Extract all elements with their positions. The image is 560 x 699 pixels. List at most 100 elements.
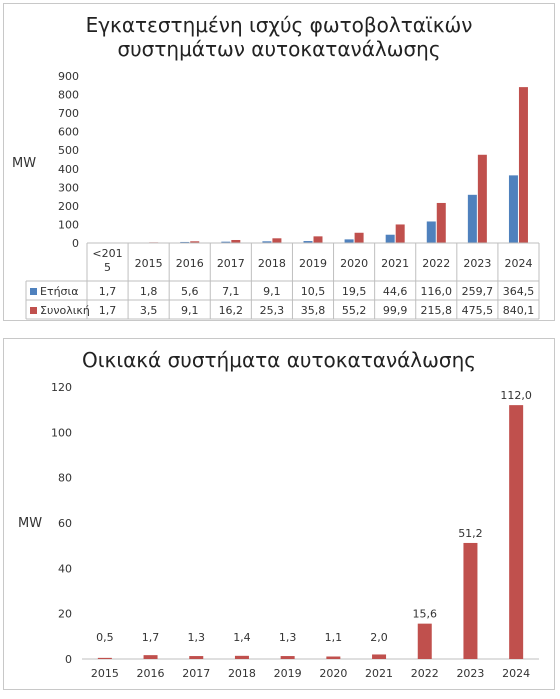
data-table-value: 35,8 bbox=[301, 304, 326, 317]
chart-title: Οικιακά συστήματα αυτοκατανάλωσης bbox=[82, 348, 476, 372]
chart-title: Εγκατεστημένη ισχύς φωτοβολταϊκών συστημ… bbox=[4, 13, 554, 61]
y-tick-label: 300 bbox=[58, 181, 79, 194]
bar bbox=[463, 542, 478, 659]
x-tick-label: 2024 bbox=[502, 667, 530, 680]
data-label: 1,3 bbox=[188, 631, 206, 644]
x-category-label: 2024 bbox=[504, 257, 532, 270]
x-category-label: 2019 bbox=[299, 257, 327, 270]
y-tick-label: 800 bbox=[58, 89, 79, 102]
data-label: 1,1 bbox=[325, 631, 343, 644]
bar-cumulative bbox=[190, 241, 200, 243]
bar-cumulative bbox=[231, 239, 241, 243]
chart-2-plot: MW 0 20 40 60 80 100 120 0,5 2015 1,7 2016 1,3 2017 1,… bbox=[18, 381, 539, 680]
y-tick-label: 20 bbox=[58, 608, 72, 621]
y-tick-label: 400 bbox=[58, 163, 79, 176]
data-table-value: 9,1 bbox=[181, 304, 199, 317]
y-tick-label: 0 bbox=[65, 653, 72, 666]
bar bbox=[372, 654, 387, 659]
y-tick-label: 0 bbox=[72, 237, 79, 250]
x-tick-label: 2016 bbox=[137, 667, 165, 680]
y-tick-label: 600 bbox=[58, 126, 79, 139]
data-table-value: 840,1 bbox=[503, 304, 535, 317]
data-table-value: 55,2 bbox=[342, 304, 367, 317]
bar-cumulative bbox=[354, 232, 364, 243]
bar bbox=[97, 657, 112, 659]
bar-annual bbox=[303, 241, 313, 243]
y-tick-label: 40 bbox=[58, 562, 72, 575]
bar bbox=[326, 656, 341, 659]
bar-annual bbox=[426, 221, 436, 243]
y-tick-label: 100 bbox=[58, 218, 79, 231]
x-tick-label: 2022 bbox=[411, 667, 439, 680]
data-label: 2,0 bbox=[370, 631, 388, 644]
bar bbox=[280, 656, 295, 659]
bar-annual bbox=[467, 194, 477, 243]
data-label: 15,6 bbox=[413, 608, 438, 621]
legend-label: Συνολική bbox=[40, 304, 90, 317]
data-table-value: 215,8 bbox=[421, 304, 453, 317]
y-tick-label: 100 bbox=[51, 426, 72, 439]
data-table-value: 10,5 bbox=[301, 285, 326, 298]
bar bbox=[417, 623, 432, 659]
bar bbox=[234, 655, 249, 659]
bar-cumulative bbox=[395, 224, 405, 243]
bar-annual bbox=[344, 239, 354, 243]
x-category-label: 2022 bbox=[422, 257, 450, 270]
chart-panel-installed-capacity: Εγκατεστημένη ισχύς φωτοβολταϊκών συστημ… bbox=[3, 3, 555, 321]
y-axis-label: MW bbox=[18, 516, 42, 531]
x-tick-label: 2018 bbox=[228, 667, 256, 680]
x-tick-label: 2020 bbox=[319, 667, 347, 680]
y-tick-label: 120 bbox=[51, 381, 72, 394]
bar-annual bbox=[385, 234, 395, 243]
legend-label: Ετήσια bbox=[40, 285, 79, 298]
x-category-label: 5 bbox=[104, 261, 111, 274]
bar-cumulative bbox=[518, 87, 528, 243]
data-table-value: 25,3 bbox=[260, 304, 285, 317]
data-table-value: 1,7 bbox=[99, 304, 117, 317]
data-table-value: 3,5 bbox=[140, 304, 158, 317]
bar-annual bbox=[508, 175, 518, 243]
x-category-label: 2018 bbox=[258, 257, 286, 270]
data-table-value: 19,5 bbox=[342, 285, 367, 298]
data-table-value: 7,1 bbox=[222, 285, 240, 298]
x-category-label: 2023 bbox=[463, 257, 491, 270]
data-table-value: 364,5 bbox=[503, 285, 535, 298]
bar bbox=[143, 655, 158, 659]
bar-annual bbox=[262, 241, 272, 243]
x-category-label: 2021 bbox=[381, 257, 409, 270]
bar-cumulative bbox=[272, 238, 282, 243]
bar bbox=[509, 405, 524, 659]
bar-cumulative bbox=[313, 236, 323, 243]
y-tick-label: 900 bbox=[58, 70, 79, 83]
data-label: 112,0 bbox=[500, 389, 532, 402]
legend-swatch-annual bbox=[30, 288, 37, 295]
x-category-label: 2016 bbox=[176, 257, 204, 270]
x-category-label: <201 bbox=[92, 247, 122, 260]
data-table-value: 475,5 bbox=[462, 304, 494, 317]
x-category-label: 2017 bbox=[217, 257, 245, 270]
y-tick-label: 500 bbox=[58, 144, 79, 157]
y-tick-label: 200 bbox=[58, 200, 79, 213]
data-label: 51,2 bbox=[458, 527, 483, 540]
x-tick-label: 2017 bbox=[182, 667, 210, 680]
bar bbox=[189, 656, 204, 659]
data-table-value: 44,6 bbox=[383, 285, 408, 298]
y-tick-label: 60 bbox=[58, 517, 72, 530]
x-category-label: 2015 bbox=[135, 257, 163, 270]
data-table-value: 9,1 bbox=[263, 285, 281, 298]
x-category-label: 2020 bbox=[340, 257, 368, 270]
data-table-value: 259,7 bbox=[462, 285, 494, 298]
x-tick-label: 2023 bbox=[456, 667, 484, 680]
data-table-value: 116,0 bbox=[421, 285, 453, 298]
bar-annual bbox=[180, 241, 190, 243]
chart-panel-residential-systems: Οικιακά συστήματα αυτοκατανάλωσης MW 0 20 4… bbox=[3, 338, 555, 690]
bar-annual bbox=[221, 241, 231, 243]
data-label: 1,4 bbox=[233, 631, 251, 644]
y-axis-label: MW bbox=[12, 156, 36, 171]
legend-swatch-cumulative bbox=[30, 307, 37, 314]
y-tick-label: 80 bbox=[58, 472, 72, 485]
data-table-value: 1,7 bbox=[99, 285, 117, 298]
chart-1-plot: MW 0 100 200 300 400 500 600 700 800 900 <2015 2015 2… bbox=[12, 70, 540, 320]
chart-title-line-2: συστημάτων αυτοκατανάλωσης bbox=[117, 37, 441, 61]
data-label: 1,3 bbox=[279, 631, 297, 644]
